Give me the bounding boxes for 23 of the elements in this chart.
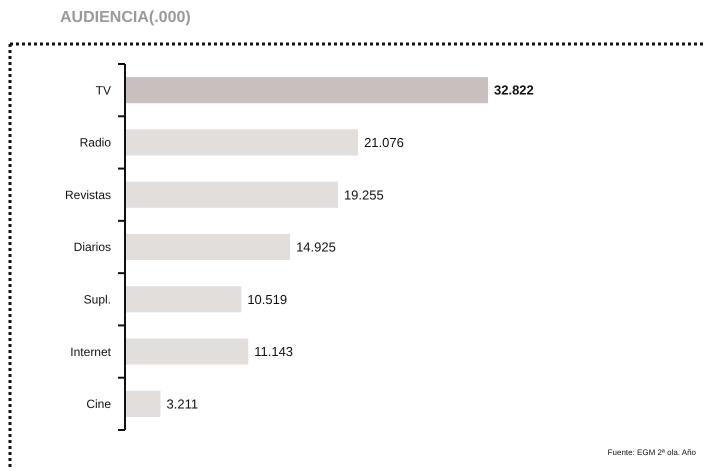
data-label: 14.925	[296, 240, 336, 255]
data-label: 10.519	[247, 292, 288, 307]
y-tick-label: TV	[96, 83, 111, 98]
y-tick-label: Cine	[86, 397, 112, 412]
data-label: 21.076	[364, 134, 404, 150]
data-label: 32.822	[494, 82, 534, 98]
bar	[125, 338, 248, 365]
y-tick-label: Revistas	[64, 188, 111, 202]
data-label: 3.211	[166, 396, 198, 412]
chart-title: AUDIENCIA(.000)	[60, 9, 191, 26]
bar	[125, 129, 358, 156]
bar	[125, 234, 290, 260]
source-note: Fuente: EGM 2ª ola. Año	[608, 448, 697, 457]
data-label: 19.255	[344, 187, 384, 202]
data-label: 11.143	[254, 344, 294, 360]
bar	[125, 182, 338, 208]
bar	[125, 77, 488, 104]
bar	[125, 390, 161, 417]
y-tick-label: Supl.	[84, 292, 111, 306]
y-tick-label: Diarios	[74, 240, 111, 254]
bar	[125, 286, 242, 312]
y-tick-label: Internet	[70, 344, 112, 359]
y-tick-label: Radio	[80, 136, 112, 150]
